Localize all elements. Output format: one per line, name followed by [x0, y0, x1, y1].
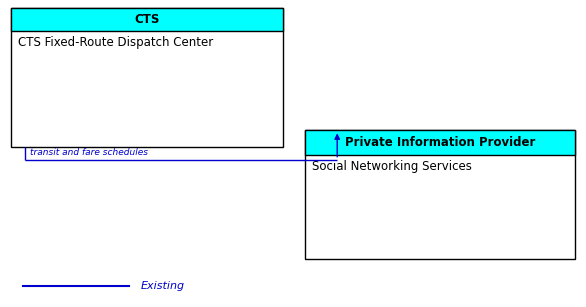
Text: Social Networking Services: Social Networking Services [312, 161, 472, 173]
Text: transit and fare schedules: transit and fare schedules [30, 148, 148, 157]
Text: Existing: Existing [141, 281, 185, 290]
Text: CTS Fixed-Route Dispatch Center: CTS Fixed-Route Dispatch Center [18, 36, 213, 49]
Bar [305, 130, 575, 259]
Text: Private Information Provider: Private Information Provider [345, 136, 535, 149]
Bar [305, 130, 575, 155]
Text: CTS: CTS [134, 13, 159, 26]
Bar [11, 8, 283, 31]
Bar [11, 8, 283, 147]
